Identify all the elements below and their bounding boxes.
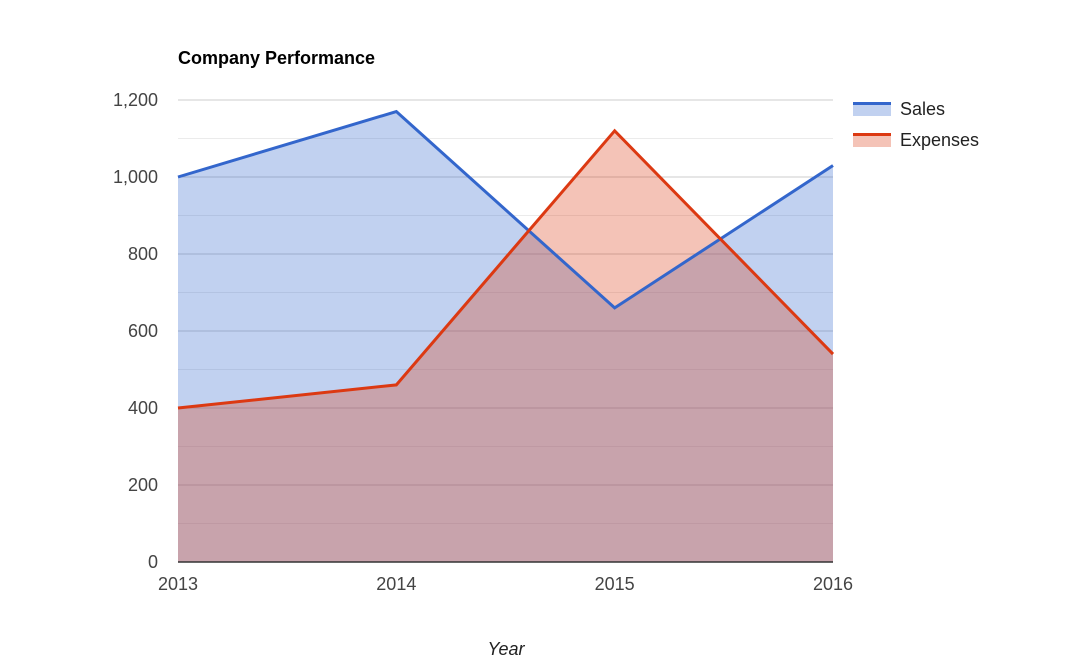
area-expenses <box>178 130 833 563</box>
legend[interactable]: Sales Expenses <box>853 99 979 150</box>
legend-label: Sales <box>900 99 945 119</box>
legend-swatch <box>853 133 891 147</box>
x-tick-label: 2013 <box>158 574 198 594</box>
y-tick-label: 0 <box>148 552 158 572</box>
x-axis-label: Year <box>487 639 525 659</box>
chart-title: Company Performance <box>178 48 375 68</box>
area-sales <box>178 111 833 563</box>
legend-label: Expenses <box>900 130 979 150</box>
x-tick-label: 2015 <box>595 574 635 594</box>
y-tick-label: 400 <box>128 398 158 418</box>
line-expenses <box>177 128 835 410</box>
legend-swatch <box>853 102 891 116</box>
series-lines <box>177 109 835 410</box>
axes: 0 200 400 600 800 1,000 1,200 2013 2014 2015 2016 <box>113 90 853 594</box>
y-tick-label: 800 <box>128 244 158 264</box>
gridlines <box>178 99 833 524</box>
y-tick-label: 600 <box>128 321 158 341</box>
x-tick-label: 2014 <box>376 574 416 594</box>
line-sales <box>177 109 834 310</box>
y-tick-label: 1,200 <box>113 90 158 110</box>
legend-item-expenses[interactable]: Expenses <box>853 130 979 150</box>
series-areas <box>178 111 833 563</box>
y-tick-label: 200 <box>128 475 158 495</box>
legend-item-sales[interactable]: Sales <box>853 99 945 119</box>
x-tick-label: 2016 <box>813 574 853 594</box>
y-tick-label: 1,000 <box>113 167 158 187</box>
